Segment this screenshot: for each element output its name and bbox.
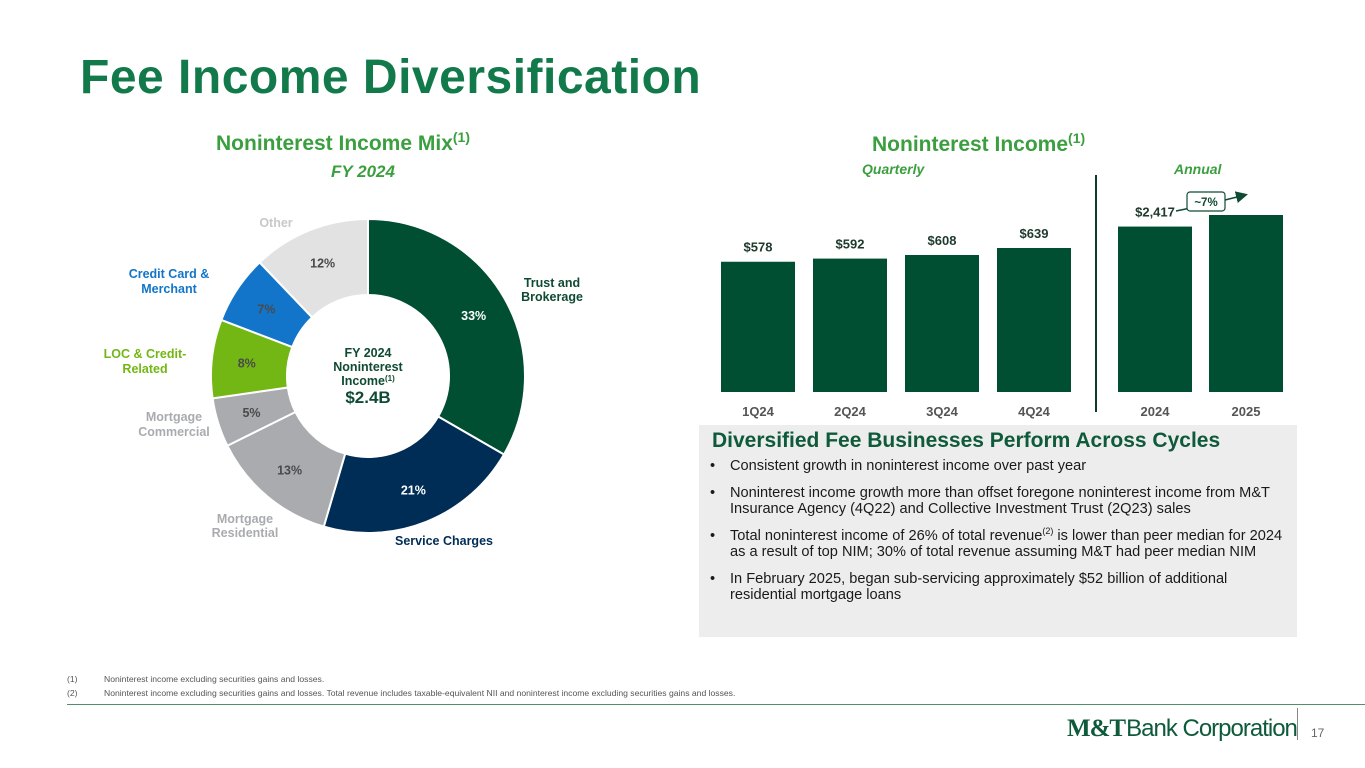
pie-chart-subtitle: FY 2024 [331,162,395,181]
callout-mortgage-res-line2: Residential [212,526,279,540]
pie-value-label: 8% [238,356,256,370]
panel-bullet-list: • Consistent growth in noninterest income… [709,458,1287,614]
pie-value-label: 21% [401,483,426,497]
bar-1Q24 [721,261,795,392]
pie-value-label: 7% [257,302,275,316]
quarterly-label: Quarterly [862,161,925,177]
bar-category-label: 2Q24 [834,404,867,419]
callout-mortgage-com-line2: Commercial [138,425,210,439]
bar-value-label: $2,417 [1135,205,1175,220]
callout-cc-line1: Credit Card & [129,267,210,281]
growth-badge [1186,191,1226,212]
pie-value-label: 13% [277,463,302,477]
center-total-value: $2.4B [345,388,390,407]
panel-title: Diversified Fee Businesses Perform Acros… [712,429,1221,452]
bar-2024 [1118,226,1192,392]
bar-category-label: 3Q24 [926,404,959,419]
quarterly-annual-divider [1095,175,1097,412]
pie-chart-title: Noninterest Income Mix(1) [216,129,471,155]
callout-loc-line2: Related [122,362,167,376]
pie-value-label: 12% [310,257,335,271]
slide-title: Fee Income Diversification [80,51,702,104]
callout-trust-line2: Brokerage [521,290,583,304]
footnote-2: (2) Noninterest income excluding securiti… [67,688,736,698]
bar-4Q24 [997,248,1071,392]
bullet-item: • Noninterest income growth more than off… [710,485,1270,517]
callout-trust-line1: Trust and [524,276,580,290]
cycles-panel: Diversified Fee Businesses Perform Acros… [699,425,1297,637]
pie-slice-other [258,217,369,319]
callout-loc-line1: LOC & Credit- [104,347,187,361]
bar-2025 [1209,215,1283,392]
bar-value-label: $608 [928,233,957,248]
callout-cc-line2: Merchant [141,282,197,296]
annual-label: Annual [1174,161,1222,177]
center-label-line3: Income(1) [341,374,395,388]
bar-value-label: $592 [836,237,865,252]
bar-category-label: 1Q24 [742,404,775,419]
bar-category-label: 2025 [1232,404,1261,419]
callout-service-charges: Service Charges [395,534,493,548]
page-number: 17 [1311,726,1325,740]
center-label-line2: Noninterest [333,360,403,374]
bar-2Q24 [813,258,887,392]
bar-category-label: 2024 [1141,404,1171,419]
pie-slice-service-charges [322,415,506,534]
company-logo: M&T Bank Corporation [1067,715,1298,742]
bar-3Q24 [905,254,979,392]
bar-value-label: $639 [1020,226,1049,241]
bar-category-label: 4Q24 [1018,404,1051,419]
pie-slice-trust-and-brokerage [367,217,526,456]
footer-rule [67,704,1365,705]
bar-value-label: $578 [744,240,773,255]
bar-chart: $578 1Q24 $592 2Q24 $608 3Q24 $639 4Q24 $2,417 20… [721,191,1283,419]
pie-value-label: 5% [242,406,260,420]
callout-other: Other [259,216,292,230]
center-label-line1: FY 2024 [344,346,391,360]
callout-mortgage-res-line1: Mortgage [217,512,273,526]
pie-value-label: 33% [461,309,486,323]
growth-annotation: ~7% [1194,197,1217,209]
donut-chart: 33% 21% 13% 5% 8% 7% 12% FY 2024 Noninterest I… [104,216,583,548]
bullet-item: • Total noninterest income of 26% of tota… [710,526,1283,560]
bullet-item: • Consistent growth in noninterest income… [710,458,1087,474]
bullet-item: • In February 2025, began sub-servicing a… [710,571,1228,603]
footnote-1: (1) Noninterest income excluding securiti… [67,674,325,684]
logo-separator [1297,708,1298,740]
bar-chart-title: Noninterest Income(1) [872,130,1086,156]
callout-mortgage-com-line1: Mortgage [146,410,202,424]
